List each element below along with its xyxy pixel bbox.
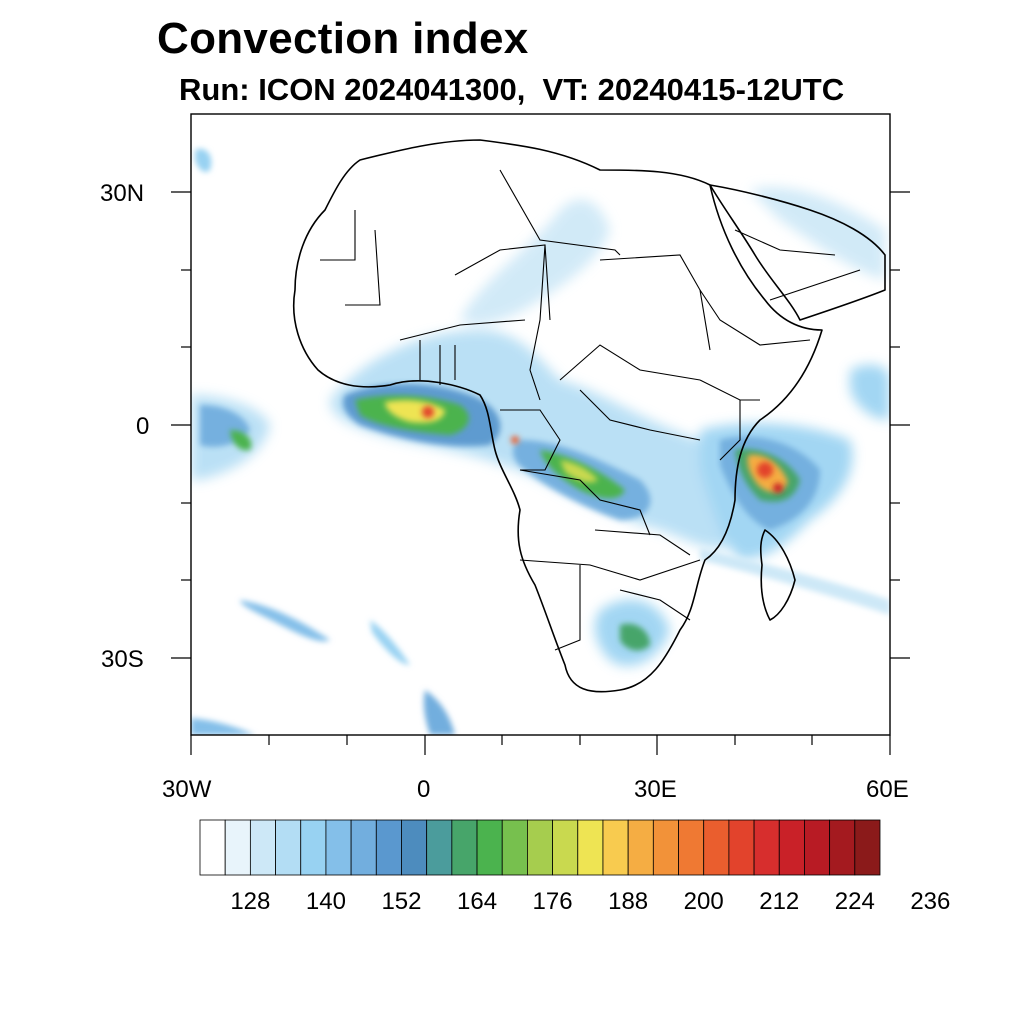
field-arabia — [750, 187, 885, 280]
x-label-60e: 60E — [866, 776, 909, 803]
colorbar-label: 188 — [608, 888, 649, 915]
colorbar-label: 140 — [305, 888, 346, 915]
colorbar-swatch — [300, 819, 327, 876]
colorbar-label: 152 — [381, 888, 422, 915]
africa-coastline — [292, 139, 886, 693]
streak-sw-corner — [191, 718, 255, 735]
colorbar-swatch — [577, 819, 604, 876]
colorbar-swatch — [778, 819, 805, 876]
colorbar-swatch — [854, 819, 881, 876]
field-congo-yellow — [560, 460, 598, 483]
y-label-30n: 30N — [100, 180, 145, 207]
colorbar — [199, 819, 881, 876]
colorbar-swatch — [728, 819, 755, 876]
colorbar-swatch — [224, 819, 251, 876]
map-title: Convection index — [157, 14, 529, 63]
colorbar-swatch — [426, 819, 453, 876]
field-sa-green — [620, 623, 650, 651]
hotspot-east — [757, 462, 773, 478]
colorbar-swatch — [375, 819, 402, 876]
field-indian-ocean-east — [850, 364, 890, 420]
colorbar-swatch — [350, 819, 377, 876]
hotspot-west — [422, 406, 434, 418]
colorbar-label: 212 — [759, 888, 800, 915]
colorbar-swatch — [652, 819, 679, 876]
x-label-0: 0 — [417, 776, 431, 803]
field-atlantic-green — [230, 430, 252, 451]
colorbar-swatch — [199, 819, 226, 876]
streak-south-atlantic-2 — [370, 620, 410, 665]
colorbar-swatch — [401, 819, 428, 876]
colorbar-swatch — [804, 819, 831, 876]
colorbar-swatch — [602, 819, 629, 876]
x-label-30w: 30W — [162, 776, 212, 803]
colorbar-label: 128 — [230, 888, 271, 915]
convection-field — [191, 148, 890, 735]
x-label-30e: 30E — [634, 776, 677, 803]
y-label-30s: 30S — [101, 646, 144, 673]
map-subtitle: Run: ICON 2024041300, VT: 20240415-12UTC — [179, 72, 845, 107]
colorbar-swatch — [325, 819, 352, 876]
colorbar-swatch — [275, 819, 302, 876]
colorbar-swatch — [829, 819, 856, 876]
colorbar-swatch — [476, 819, 503, 876]
colorbar-label: 236 — [910, 888, 951, 915]
colorbar-swatch — [753, 819, 780, 876]
colorbar-swatch — [501, 819, 528, 876]
colorbar-swatch — [552, 819, 579, 876]
field-sahara-band — [460, 199, 610, 324]
axis-ticks — [171, 191, 910, 755]
colorbar-label: 224 — [834, 888, 875, 915]
streak-south-ocean — [423, 690, 455, 735]
colorbar-label: 164 — [457, 888, 498, 915]
country-borders — [320, 169, 861, 651]
field-west-africa-band — [330, 330, 748, 549]
colorbar-swatch — [249, 819, 276, 876]
streak-south-atlantic — [240, 600, 330, 642]
y-label-0: 0 — [136, 413, 150, 440]
hotspot-east-2 — [773, 483, 783, 493]
streak-nw-corner — [195, 148, 212, 172]
colorbar-swatch — [451, 819, 478, 876]
colorbar-swatch — [527, 819, 553, 876]
colorbar-swatch — [627, 819, 654, 876]
colorbar-swatch — [678, 819, 705, 876]
colorbar-label: 200 — [683, 888, 724, 915]
hotspot-gabon — [511, 436, 519, 444]
colorbar-swatch — [703, 819, 730, 876]
colorbar-label: 176 — [532, 888, 573, 915]
